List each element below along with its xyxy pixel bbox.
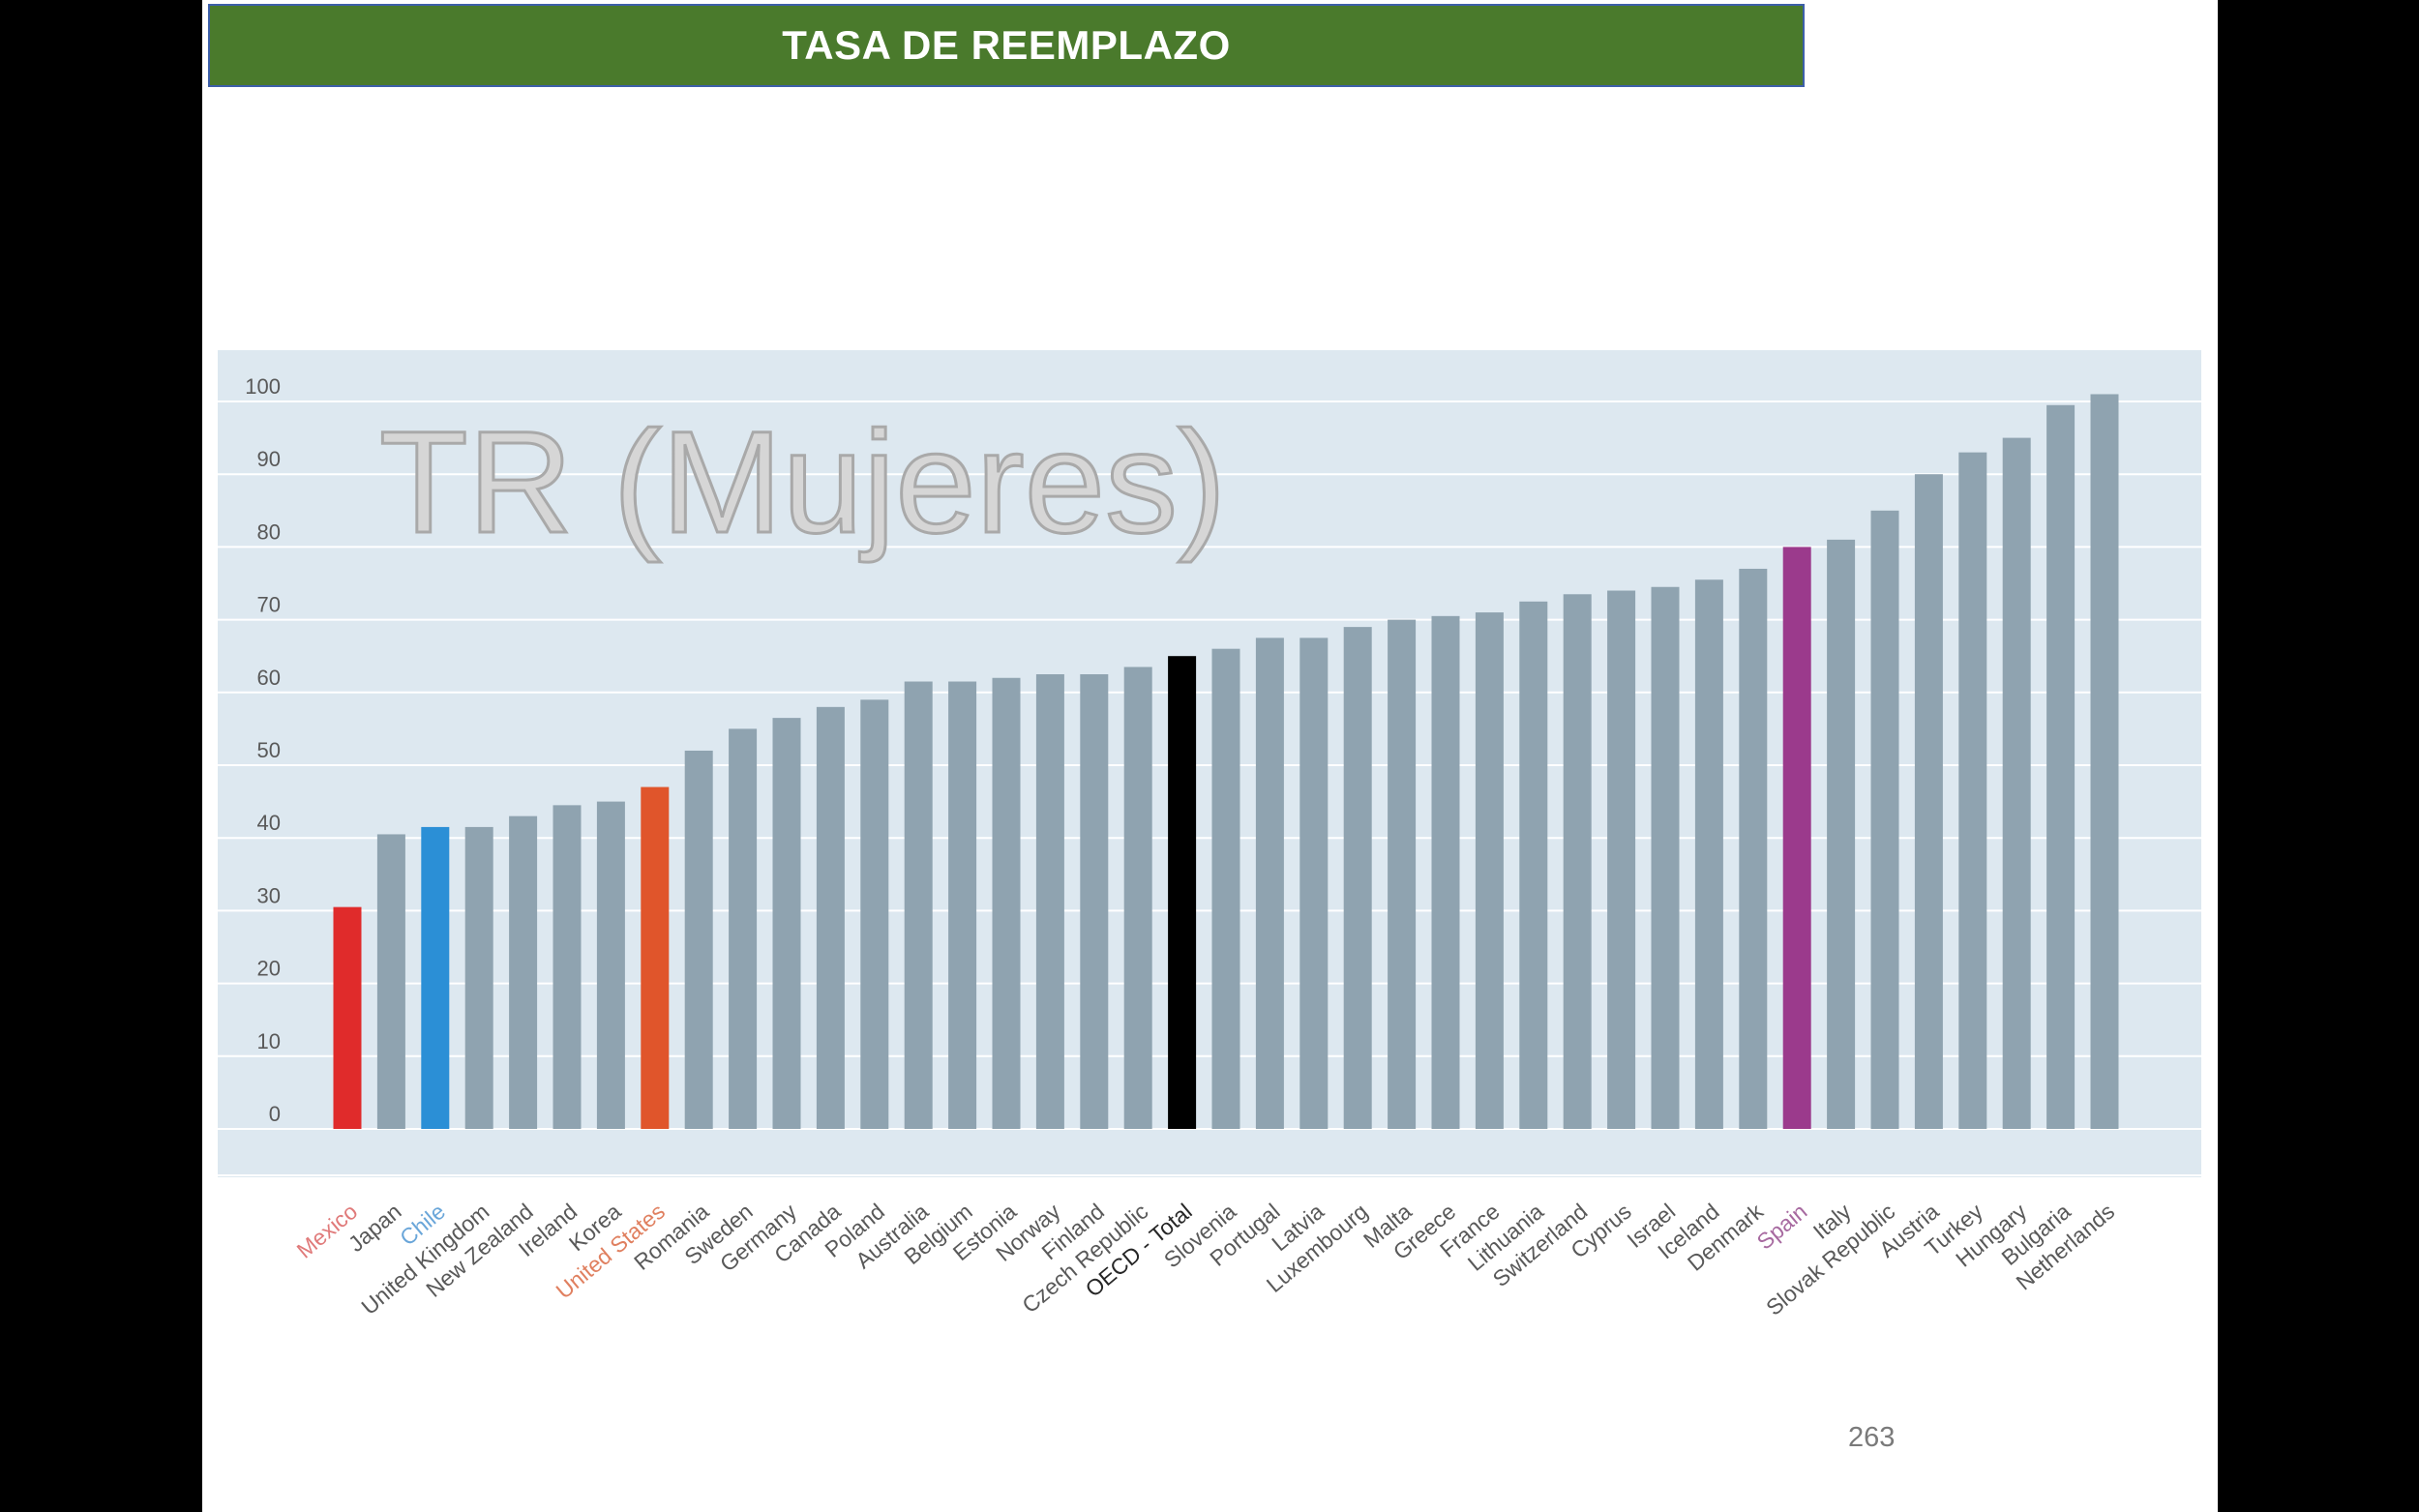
bar-latvia [1299,637,1329,1129]
bar-canada [816,706,845,1129]
y-tick-label: 30 [257,883,281,907]
bar-norway [1035,674,1064,1129]
bar-japan [376,834,405,1129]
bar-germany [772,718,801,1129]
plot-area [218,350,2201,1177]
y-tick-label: 20 [257,957,281,981]
bar-luxembourg [1343,627,1372,1129]
bar-lithuania [1519,601,1548,1129]
bar-mexico [333,906,362,1129]
y-tick-label: 80 [257,519,281,544]
bar-united-states [641,786,670,1129]
bar-sweden [729,728,758,1129]
y-tick-label: 10 [257,1029,281,1053]
bar-hungary [2002,437,2031,1130]
y-tick-label: 60 [257,666,281,690]
bar-estonia [992,677,1021,1129]
bar-czech-republic [1123,667,1152,1129]
title-banner: TASA DE REEMPLAZO [208,4,1805,87]
bar-greece [1431,615,1460,1129]
bar-portugal [1255,637,1284,1129]
bar-france [1475,612,1504,1129]
bar-cyprus [1607,590,1636,1129]
bar-korea [596,801,625,1129]
bar-finland [1080,674,1109,1129]
bar-iceland [1694,579,1723,1129]
bar-australia [904,681,933,1129]
bar-oecd-total [1168,656,1197,1129]
bar-denmark [1739,568,1768,1129]
slide-title: TASA DE REEMPLAZO [782,22,1231,68]
bar-united-kingdom [464,826,493,1129]
bar-austria [1914,474,1943,1129]
bar-slovak-republic [1870,510,1899,1129]
bar-spain [1782,547,1811,1129]
bar-chile [421,826,450,1129]
bar-netherlands [2090,394,2119,1130]
chart-title: TR (Mujeres) [379,400,1226,563]
bar-israel [1651,586,1680,1129]
bar-poland [860,699,889,1129]
bar-switzerland [1563,594,1592,1129]
y-tick-label: 90 [257,447,281,471]
bar-ireland [552,805,582,1129]
y-tick-label: 40 [257,811,281,835]
bar-belgium [948,681,977,1129]
page-number: 263 [1848,1422,1896,1453]
bar-new-zealand [509,815,538,1129]
y-tick-label: 100 [245,374,281,399]
y-tick-label: 70 [257,593,281,617]
bar-turkey [1958,452,1987,1129]
bar-italy [1827,539,1856,1129]
bar-slovenia [1211,648,1240,1129]
bar-romania [684,750,713,1129]
y-tick-label: 50 [257,738,281,762]
y-tick-label: 0 [269,1102,281,1126]
x-tick-label: Spain [1752,1199,1812,1255]
bar-bulgaria [2046,404,2076,1129]
bar-malta [1388,619,1417,1129]
